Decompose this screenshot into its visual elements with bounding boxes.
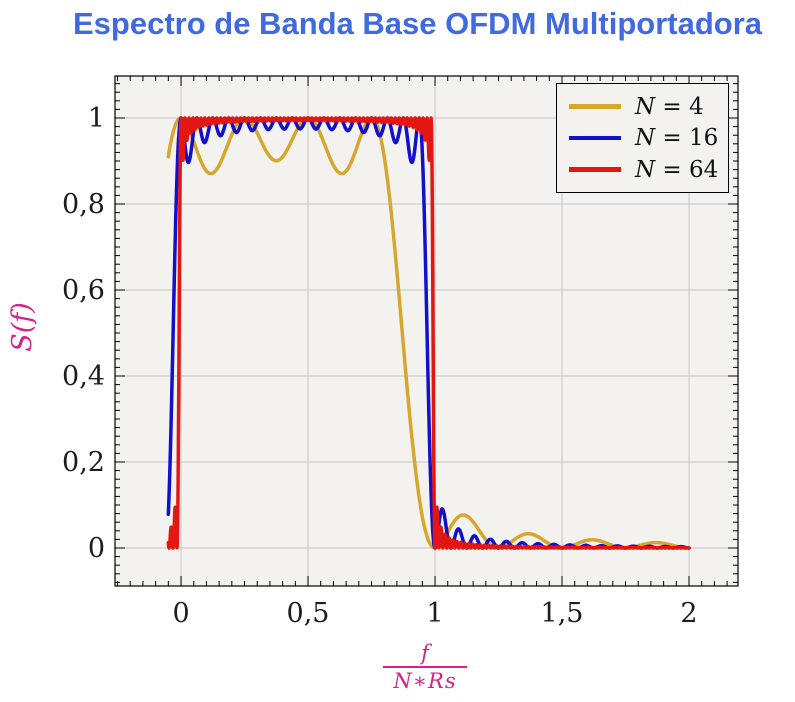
fraction-bar-line bbox=[383, 666, 467, 668]
legend-item-n-4: N = 4 bbox=[569, 94, 718, 120]
plot-border bbox=[114, 75, 739, 587]
x-tick-label: 0,5 bbox=[287, 598, 330, 629]
legend-item-n-64: N = 64 bbox=[569, 157, 718, 183]
legend-label: N = 64 bbox=[635, 156, 719, 183]
x-tick-label: 1 bbox=[426, 598, 443, 629]
y-tick-label: 0,8 bbox=[62, 189, 105, 220]
chart-title: Espectro de Banda Base OFDM Multiportado… bbox=[73, 6, 762, 41]
legend-item-n-16: N = 16 bbox=[569, 125, 718, 151]
y-tick-label: 0,4 bbox=[62, 361, 105, 392]
curve-n-16 bbox=[166, 116, 691, 550]
legend-line-sample bbox=[569, 135, 621, 141]
x-tick-label: 0 bbox=[172, 598, 189, 629]
x-label-denominator: N∗Rs bbox=[393, 669, 457, 693]
legend-line-sample bbox=[569, 104, 621, 109]
x-tick-label: 1,5 bbox=[541, 598, 584, 629]
y-axis-label: S(f) bbox=[7, 302, 38, 352]
y-tick-label: 0,2 bbox=[62, 447, 105, 478]
legend-label: N = 16 bbox=[635, 125, 719, 151]
x-axis-label: f N∗Rs bbox=[365, 641, 485, 693]
curve-n-64 bbox=[166, 116, 691, 550]
x-tick-label: 2 bbox=[680, 598, 697, 629]
y-tick-label: 0,6 bbox=[62, 275, 105, 306]
legend-label: N = 4 bbox=[635, 93, 704, 120]
y-tick-label: 1 bbox=[88, 103, 105, 134]
y-tick-label: 0 bbox=[88, 533, 105, 564]
legend: N = 4 N = 16 N = 64 bbox=[556, 83, 729, 193]
x-label-numerator: f bbox=[421, 641, 429, 665]
legend-line-sample bbox=[569, 167, 621, 172]
